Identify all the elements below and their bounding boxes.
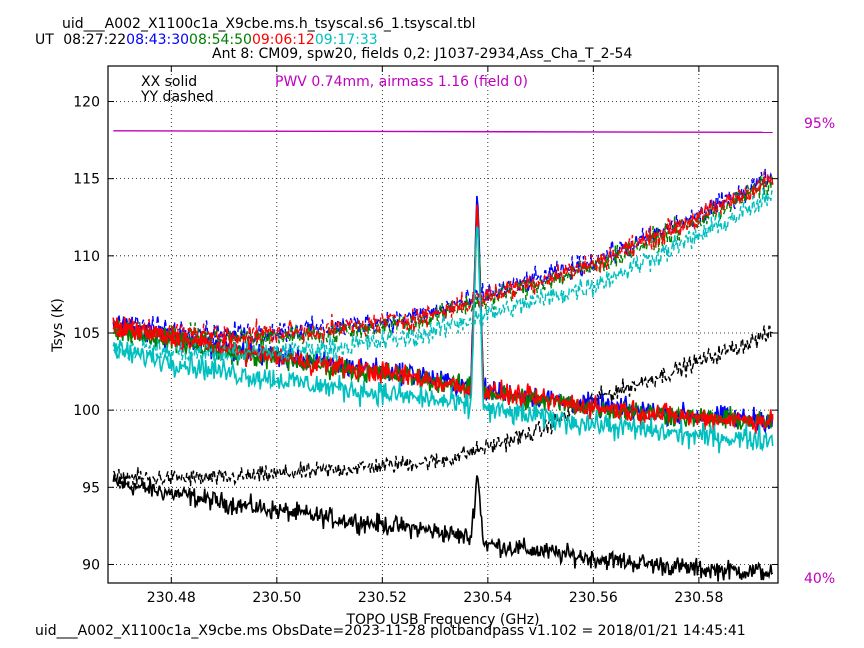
transmission-layer (113, 130, 773, 134)
axis-ticks: 230.48 230.50 230.52 230.54 230.56 230.58 90 95… (73, 66, 778, 606)
y-tick-label: 95 (82, 480, 100, 496)
y-tick-label: 90 (82, 557, 100, 573)
x-tick-label: 230.56 (569, 590, 618, 606)
transmission-line (113, 130, 773, 134)
y-tick-label: 100 (73, 403, 100, 419)
y-axis-label: Tsys (K) (50, 298, 66, 353)
series-0-xx (112, 474, 774, 582)
y-tick-label: 120 (73, 94, 100, 110)
plot-frame (107, 65, 779, 584)
footer-text: uid___A002_X1100c1a_X9cbe.ms ObsDate=202… (35, 623, 746, 639)
series-layer (112, 168, 774, 582)
series-1-yy (112, 325, 773, 489)
series-7-yy (112, 171, 774, 347)
y-tick-label: 105 (73, 326, 100, 342)
x-axis-label: TOPO USB Frequency (GHz) (345, 612, 539, 628)
transmission-top-label: 95% (804, 116, 835, 132)
chart-subtitle: Ant 8: CM09, spw20, fields 0,2: J1037-29… (212, 46, 632, 62)
transmission-bottom-label: 40% (804, 571, 835, 587)
time-label-1: 08:27:22 (63, 32, 126, 48)
x-tick-label: 230.50 (252, 590, 301, 606)
time-label-2: 08:43:30 (126, 32, 189, 48)
series-9-yy (113, 189, 773, 363)
legend-xx: XX solid (141, 74, 197, 90)
y-tick-label: 110 (73, 249, 100, 265)
x-tick-label: 230.48 (147, 590, 196, 606)
series-6-xx (112, 204, 774, 435)
pwv-label: PWV 0.74mm, airmass 1.16 (field 0) (275, 74, 528, 90)
file-title: uid___A002_X1100c1a_X9cbe.ms.h_tsyscal.s… (62, 16, 476, 32)
x-tick-label: 230.58 (674, 590, 723, 606)
time-label-4: 09:06:12 (252, 32, 315, 48)
ut-prefix: UT (35, 32, 54, 48)
series-8-xx (112, 226, 774, 454)
ut-time-row: UT 08:27:2208:43:3008:54:5009:06:1209:17… (35, 32, 378, 48)
x-tick-label: 230.54 (463, 590, 512, 606)
x-tick-label: 230.52 (358, 590, 407, 606)
time-label-3: 08:54:50 (189, 32, 252, 48)
y-tick-label: 115 (73, 172, 100, 188)
legend-yy: YY dashed (140, 89, 214, 105)
time-label-5: 09:17:33 (315, 32, 378, 48)
